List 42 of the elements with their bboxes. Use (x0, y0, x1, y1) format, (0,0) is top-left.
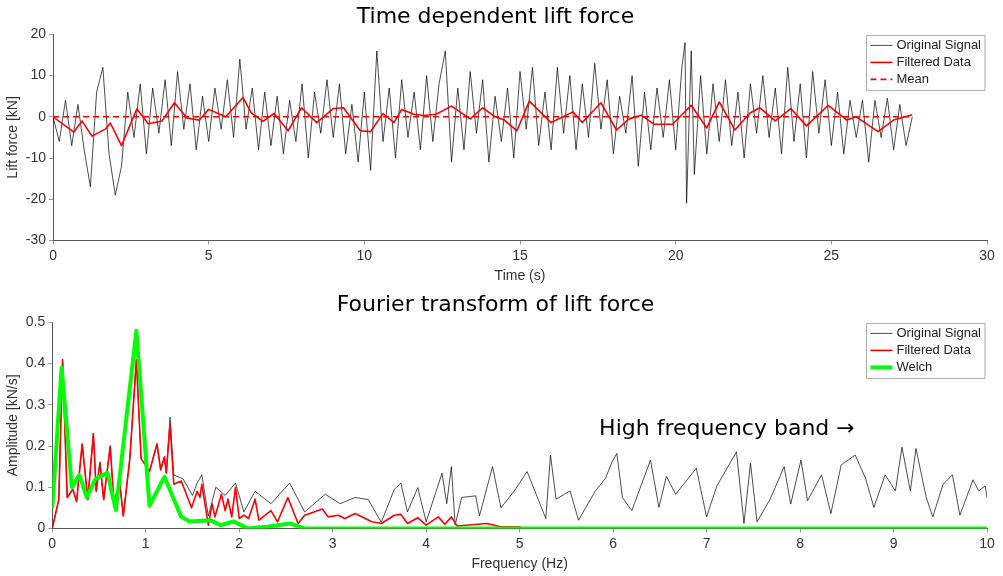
x-tick-label: 15 (512, 246, 529, 263)
x-tick-label: 1 (141, 534, 150, 551)
x-tick-label: 2 (235, 534, 244, 551)
x-tick-label: 3 (328, 534, 337, 551)
legend-label: Welch (896, 358, 933, 374)
x-tick-label: 30 (979, 246, 995, 263)
y-tick-label: 0.4 (25, 354, 46, 371)
x-tick-label: 10 (356, 246, 373, 263)
x-tick-label: 6 (609, 534, 618, 551)
y-axis-title: Amplitude [kN/s] (4, 374, 21, 477)
y-tick-label: 0 (37, 519, 46, 536)
legend-label: Filtered Data (896, 53, 972, 69)
chart-title: Time dependent lift force (355, 2, 635, 28)
legend-label: Filtered Data (896, 341, 972, 357)
x-tick-label: 4 (422, 534, 431, 551)
y-tick-label: 20 (30, 25, 47, 42)
y-tick-label: 0.3 (25, 395, 46, 412)
x-axis-title: Frequency (Hz) (471, 555, 568, 572)
chart-title: Fourier transform of lift force (336, 290, 655, 316)
legend-label: Original Signal (896, 36, 982, 52)
x-tick-label: 10 (979, 534, 995, 551)
x-tick-label: 25 (823, 246, 840, 263)
y-tick-label: 10 (30, 66, 47, 83)
x-tick-label: 5 (515, 534, 524, 551)
x-tick-label: 5 (204, 246, 213, 263)
y-tick-label: -10 (25, 148, 47, 165)
x-tick-label: 20 (667, 246, 684, 263)
x-axis-title: Time (s) (494, 267, 546, 284)
x-tick-label: 7 (702, 534, 711, 551)
y-tick-label: 0.5 (25, 313, 46, 330)
annotation: High frequency band → (599, 415, 855, 441)
y-tick-label: -20 (25, 190, 47, 207)
y-tick-label: -30 (25, 231, 47, 248)
x-tick-label: 9 (889, 534, 898, 551)
y-axis-title: Lift force [kN] (4, 96, 21, 179)
x-tick-label: 0 (49, 246, 58, 263)
legend-label: Original Signal (896, 324, 982, 340)
y-tick-label: 0.2 (25, 436, 46, 453)
x-tick-label: 8 (796, 534, 805, 551)
y-tick-label: 0.1 (25, 478, 46, 495)
legend-label: Mean (896, 70, 929, 86)
y-tick-label: 0 (38, 107, 47, 124)
